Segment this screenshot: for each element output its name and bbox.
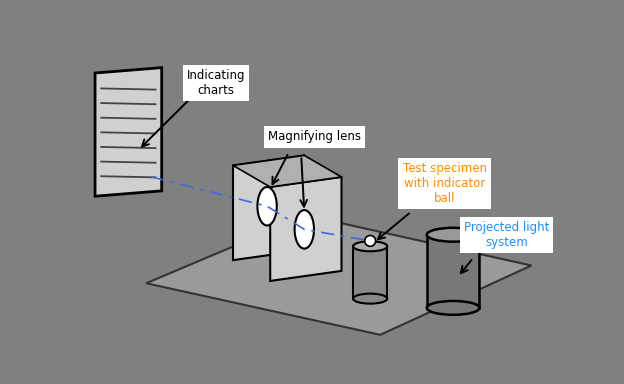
Polygon shape [146, 215, 532, 335]
Text: Magnifying lens: Magnifying lens [268, 131, 361, 144]
Text: Indicating
charts: Indicating charts [187, 69, 245, 97]
Ellipse shape [353, 241, 388, 251]
Polygon shape [95, 68, 162, 196]
Ellipse shape [295, 210, 314, 248]
Polygon shape [233, 156, 305, 260]
Ellipse shape [427, 301, 479, 315]
Ellipse shape [353, 294, 388, 304]
Circle shape [365, 235, 376, 246]
Polygon shape [353, 246, 388, 299]
Ellipse shape [427, 228, 479, 242]
Polygon shape [270, 177, 341, 281]
Text: Projected light
system: Projected light system [464, 221, 549, 249]
Polygon shape [233, 156, 341, 187]
Ellipse shape [258, 187, 277, 225]
Text: Test specimen
with indicator
ball: Test specimen with indicator ball [402, 162, 487, 205]
Polygon shape [427, 235, 479, 308]
